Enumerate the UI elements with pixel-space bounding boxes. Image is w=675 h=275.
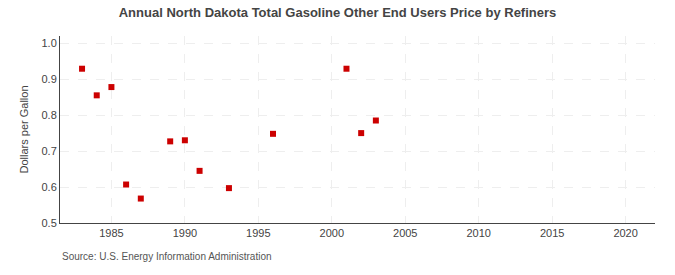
svg-text:1.0: 1.0 (42, 37, 57, 49)
svg-text:2000: 2000 (320, 227, 344, 239)
svg-text:Source: U.S. Energy Informatio: Source: U.S. Energy Information Administ… (62, 251, 272, 262)
svg-text:0.9: 0.9 (42, 73, 57, 85)
svg-text:2010: 2010 (466, 227, 490, 239)
svg-text:Annual North Dakota Total Gaso: Annual North Dakota Total Gasoline Other… (119, 5, 557, 20)
svg-text:1990: 1990 (173, 227, 197, 239)
svg-text:0.6: 0.6 (42, 181, 57, 193)
svg-text:0.7: 0.7 (42, 145, 57, 157)
svg-text:1985: 1985 (99, 227, 123, 239)
svg-text:2015: 2015 (540, 227, 564, 239)
svg-text:2005: 2005 (393, 227, 417, 239)
svg-text:Dollars per Gallon: Dollars per Gallon (18, 85, 30, 173)
svg-text:2020: 2020 (613, 227, 637, 239)
svg-text:0.8: 0.8 (42, 109, 57, 121)
svg-text:1995: 1995 (246, 227, 270, 239)
svg-text:0.5: 0.5 (42, 217, 57, 229)
